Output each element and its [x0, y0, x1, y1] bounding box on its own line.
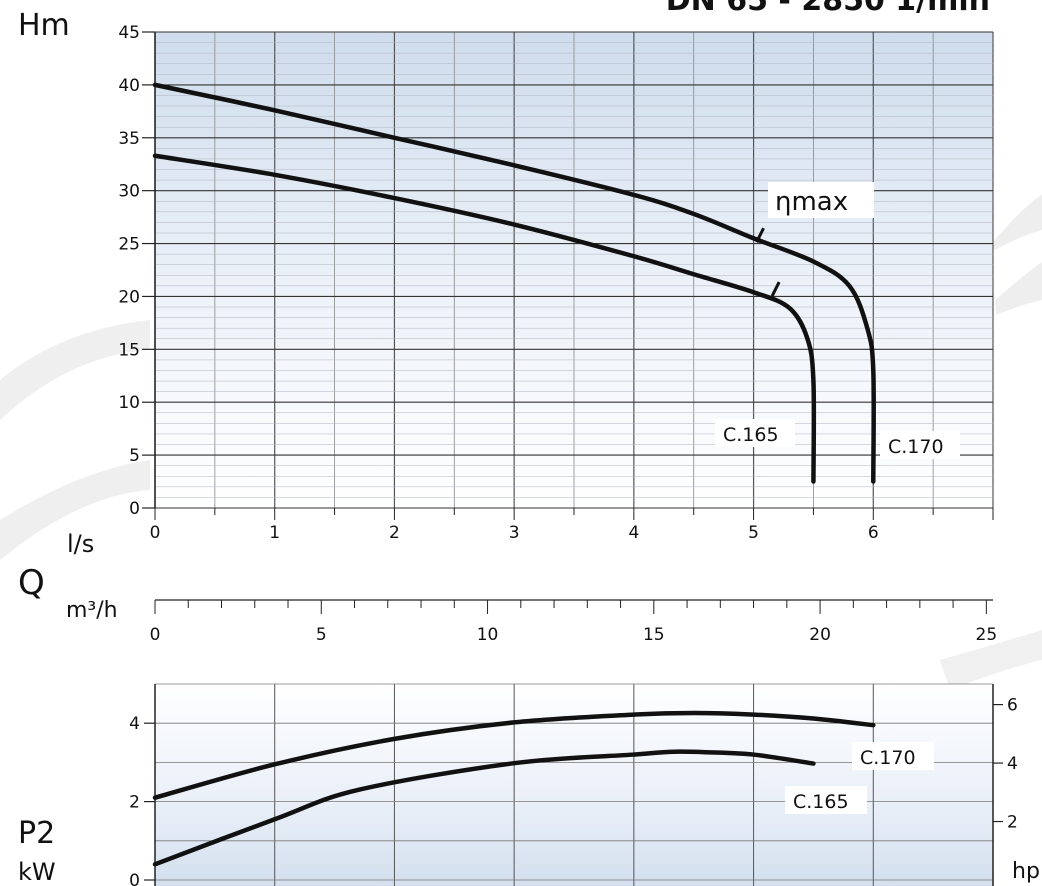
power-axis-label: P2	[18, 816, 55, 851]
eta-max-label: ηmax	[775, 187, 848, 217]
head-curve-label-bg	[880, 431, 960, 459]
head-y-tick-label: 30	[118, 182, 140, 202]
head-curves	[152, 82, 876, 484]
flow-m3h-tick-label: 10	[477, 625, 499, 645]
power-grid	[154, 683, 994, 886]
power-y-ticks: 0 2 4 2 4 6	[129, 696, 1018, 886]
chart-title: DN 65 - 2850 1/min	[666, 0, 990, 18]
head-curve-label-c170: C.170	[888, 436, 944, 458]
head-curve-label-bg	[715, 419, 795, 447]
hp-tick-label: 6	[1007, 696, 1018, 716]
flow-m3h-tick-label: 15	[643, 625, 665, 645]
eta-max-label-bg	[768, 182, 874, 218]
background-swoosh	[0, 460, 150, 560]
head-y-tick-label: 35	[118, 129, 140, 149]
power-y-tick-label: 4	[129, 714, 140, 734]
power-curve-label-c170: C.170	[860, 747, 916, 769]
hp-tick-label: 4	[1007, 754, 1018, 774]
head-curve-c170	[152, 82, 876, 484]
eta-max-mark	[770, 281, 781, 297]
head-curve-label-c165: C.165	[723, 424, 779, 446]
eta-max-mark	[755, 227, 765, 243]
head-x-tick-label: 5	[748, 523, 759, 543]
head-y-tick-label: 25	[118, 235, 140, 255]
flow-m3h-tick-label: 5	[316, 625, 327, 645]
power-curve-label-bg	[852, 742, 934, 770]
flow-m3h-tick-label: 20	[809, 625, 831, 645]
horsepower-unit-label: hp	[1012, 859, 1040, 884]
flow-m3h-tick-label: 0	[150, 625, 161, 645]
power-curve-c170	[152, 710, 876, 800]
power-curve-c165	[152, 749, 816, 867]
power-curve-label-c165: C.165	[793, 791, 849, 813]
head-y-tick-label: 40	[118, 76, 140, 96]
head-y-tick-label: 20	[118, 287, 140, 307]
head-x-tick-label: 6	[868, 523, 879, 543]
head-y-ticks: 0 5 10 15 20 25 30 35 40 45	[118, 23, 155, 519]
power-plot-area	[155, 684, 993, 886]
head-x-tick-label: 4	[628, 523, 639, 543]
flow-quantity-label: Q	[18, 563, 45, 603]
power-unit-label: kW	[18, 858, 56, 886]
flow-m3h-axis: 0 5 10 15 20 25	[150, 599, 998, 645]
head-x-ticks: 0 1 2 3 4 5 6	[150, 508, 994, 543]
head-y-tick-label: 45	[118, 23, 140, 43]
head-axis-label: Hm	[18, 8, 70, 43]
flow-m3h-tick-label: 25	[976, 625, 998, 645]
background-swoosh	[0, 320, 150, 420]
background-swoosh	[990, 195, 1042, 250]
background-swoosh	[995, 262, 1042, 315]
flow-m3h-unit-label: m³/h	[66, 598, 118, 623]
head-x-tick-label: 0	[150, 523, 161, 543]
head-grid	[154, 31, 994, 509]
hp-tick-label: 2	[1007, 813, 1018, 833]
power-y-tick-label: 0	[129, 871, 140, 886]
head-x-tick-label: 3	[509, 523, 520, 543]
head-y-tick-label: 0	[129, 499, 140, 519]
head-y-tick-label: 10	[118, 393, 140, 413]
power-curve-label-bg	[785, 786, 867, 814]
head-y-tick-label: 5	[129, 446, 140, 466]
head-x-tick-label: 1	[269, 523, 280, 543]
flow-ls-unit-label: l/s	[67, 530, 94, 558]
power-y-tick-label: 2	[129, 793, 140, 813]
head-curve-c165	[152, 153, 817, 484]
power-curves	[152, 710, 876, 867]
head-x-tick-label: 2	[389, 523, 400, 543]
head-y-tick-label: 15	[118, 340, 140, 360]
background-swoosh	[940, 630, 1042, 690]
